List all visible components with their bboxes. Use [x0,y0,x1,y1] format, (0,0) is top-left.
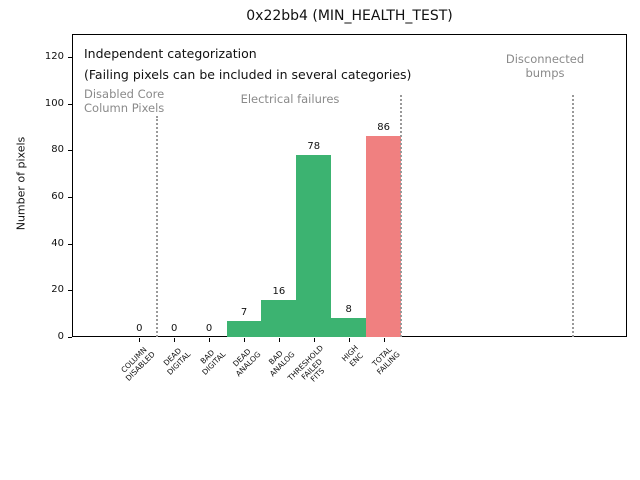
y-tick-mark [68,337,72,338]
annotation-independent-categorization: Independent categorization [84,46,257,61]
x-tick-label: COLUMN DISABLED [119,345,158,383]
annotation-disconnected-bumps: Disconnected bumps [505,52,585,81]
y-tick-label: 80 [51,144,64,156]
x-tick-label: BAD DIGITAL [198,347,227,377]
section-separator-dotted-line [400,95,403,337]
x-tick-label: TOTAL FAILING [370,345,402,377]
bar-total-failing [366,136,402,337]
bar-bad-analog [261,300,297,337]
y-tick-label: 60 [51,191,64,202]
x-tick-label: DEAD DIGITAL [161,346,192,377]
chart-title: 0x22bb4 (MIN_HEALTH_TEST) [246,8,453,24]
y-tick-label: 20 [51,284,64,296]
x-tick-label: THRESHOLD FAILED FITS [286,343,327,384]
bar-high-enc [331,318,367,337]
bar-value-label: 78 [307,141,321,152]
y-tick-mark [68,57,72,58]
bar-value-label: 8 [345,304,352,315]
bar-value-label: 86 [377,122,390,133]
x-tick-label: DEAD ANALOG [230,346,262,379]
x-tick-label: HIGH ENC [340,343,366,369]
y-tick-mark [68,290,72,292]
bar-dead-analog [226,321,262,337]
annotation-disabled-core-column-pixels: Disabled Core Column Pixels [84,87,165,116]
x-tick-mark [244,338,245,342]
y-tick-mark [68,103,72,105]
y-tick-mark [68,197,72,198]
y-tick-label: 100 [44,97,64,109]
y-tick-label: 0 [57,331,64,342]
y-tick-label: 120 [44,51,64,62]
y-tick-mark [68,150,72,152]
bar-threshold-failed-fits [296,155,332,337]
y-tick-label: 40 [51,237,64,249]
x-tick-mark [313,338,315,342]
section-separator-dotted-line [155,116,158,337]
bar-value-label: 0 [205,323,213,334]
bar-value-label: 7 [240,307,248,318]
annotation-electrical-failures: Electrical failures [240,92,340,106]
annotation-failing-note: (Failing pixels can be included in sever… [84,67,412,82]
plot-area [72,34,627,337]
bar-value-label: 16 [272,286,286,297]
section-separator-dotted-line [572,95,575,337]
x-tick-mark [383,338,385,342]
x-tick-mark [348,338,350,342]
bar-value-label: 0 [171,323,178,334]
x-tick-mark [209,338,211,342]
y-tick-mark [68,243,72,245]
x-tick-mark [278,338,280,342]
x-tick-mark [139,338,141,342]
bar-value-label: 0 [136,323,143,334]
x-tick-mark [174,338,176,342]
